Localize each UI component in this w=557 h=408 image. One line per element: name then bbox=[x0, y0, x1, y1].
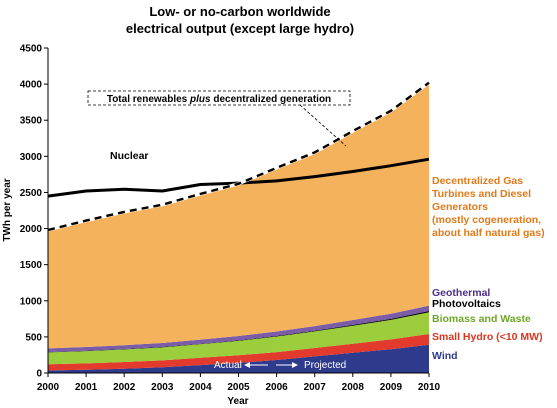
chart-subtitle: electrical output (except large hydro) bbox=[126, 21, 354, 36]
area-decentralized-gas-turbines-and-diesel-ge bbox=[48, 82, 429, 349]
area-biomass-and-waste bbox=[48, 312, 429, 365]
actual-projected-marker: Actual Projected bbox=[214, 360, 346, 371]
x-tick-label: 2007 bbox=[304, 382, 327, 393]
photovoltaics-label: Photovoltaics bbox=[432, 298, 501, 310]
y-ticks: 0 500 1000 1500 2000 2500 3000 3500 4000 4500 bbox=[20, 44, 48, 380]
y-tick-label: 0 bbox=[36, 369, 42, 380]
line-layers bbox=[47, 81, 430, 232]
y-tick-label: 1500 bbox=[20, 260, 43, 271]
projected-arrowhead bbox=[292, 362, 298, 368]
y-tick-label: 1000 bbox=[20, 296, 43, 307]
area-geothermal bbox=[48, 305, 429, 353]
wind-label: Wind bbox=[432, 350, 458, 362]
x-tick-label: 2001 bbox=[75, 382, 98, 393]
series-labels: Decentralized Gas Turbines and Diesel Ge… bbox=[432, 175, 545, 362]
x-tick-label: 2000 bbox=[37, 382, 60, 393]
chart-title: Low- or no-carbon worldwide bbox=[149, 4, 330, 19]
x-tick-label: 2004 bbox=[189, 382, 212, 393]
actual-arrowhead bbox=[244, 362, 250, 368]
line-total-renewables bbox=[47, 81, 430, 232]
nuclear-label: Nuclear bbox=[110, 150, 149, 162]
x-tick-label: 2008 bbox=[342, 382, 365, 393]
gas-label-line-5: about half natural gas) bbox=[432, 227, 545, 239]
x-ticks: 2000 2001 2002 2003 2004 2005 2006 2007 2008 2009… bbox=[37, 373, 441, 393]
y-tick-label: 2000 bbox=[20, 224, 43, 235]
total-annotation-text: Total renewables plus decentralized gene… bbox=[107, 94, 331, 105]
x-tick-label: 2006 bbox=[265, 382, 288, 393]
gas-turbines-label: Decentralized Gas Turbines and Diesel Ge… bbox=[432, 175, 545, 239]
total-leader-line bbox=[299, 104, 347, 147]
x-axis-label: Year bbox=[227, 396, 248, 407]
total-annotation-box bbox=[87, 90, 351, 106]
y-tick-label: 2500 bbox=[20, 188, 43, 199]
x-tick-label: 2002 bbox=[113, 382, 136, 393]
area-layers bbox=[48, 82, 429, 373]
biomass-label: Biomass and Waste bbox=[432, 313, 531, 325]
total-renewables-annotation: Total renewables plus decentralized gene… bbox=[87, 90, 351, 147]
x-tick-label: 2003 bbox=[151, 382, 174, 393]
gas-label-line-1: Decentralized Gas bbox=[432, 175, 523, 187]
gas-label-line-2: Turbines and Diesel bbox=[432, 188, 531, 200]
actual-label: Actual bbox=[214, 360, 242, 371]
geothermal-label: Geothermal bbox=[432, 287, 490, 299]
gas-label-line-4: (mostly cogeneration, bbox=[432, 214, 541, 226]
x-tick-label: 2005 bbox=[227, 382, 250, 393]
y-tick-label: 4000 bbox=[20, 80, 43, 91]
projected-label: Projected bbox=[304, 360, 346, 371]
x-tick-label: 2010 bbox=[418, 382, 441, 393]
y-axis-label: TWh per year bbox=[2, 178, 13, 241]
y-tick-label: 3500 bbox=[20, 116, 43, 127]
y-tick-label: 4500 bbox=[20, 44, 43, 55]
gas-label-line-3: Generators bbox=[432, 201, 488, 213]
small-hydro-label: Small Hydro (<10 MW) bbox=[432, 331, 543, 343]
y-tick-label: 3000 bbox=[20, 152, 43, 163]
x-tick-label: 2009 bbox=[380, 382, 403, 393]
area-small-hydro-10-mw bbox=[48, 334, 429, 371]
area-wind bbox=[48, 344, 429, 373]
y-tick-label: 500 bbox=[25, 332, 42, 343]
